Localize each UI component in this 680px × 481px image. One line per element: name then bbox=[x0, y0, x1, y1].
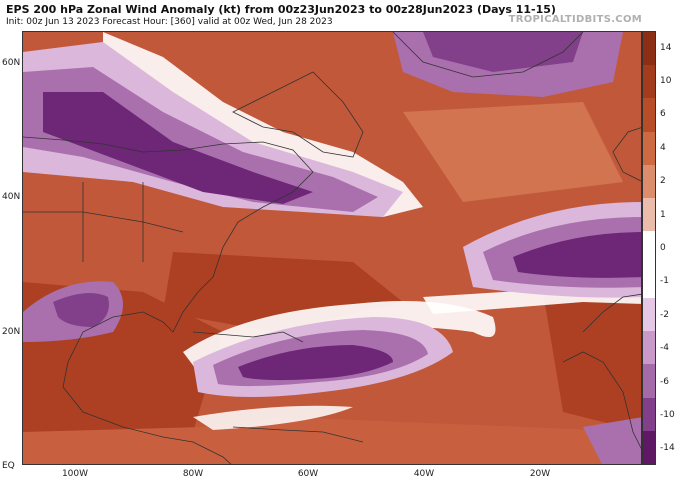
neutral-band-south bbox=[193, 405, 353, 430]
colorbar-label: -6 bbox=[660, 376, 669, 387]
neg-anomaly-carib-core bbox=[238, 345, 393, 381]
colorbar-segment bbox=[643, 364, 655, 398]
neg-anomaly-east-core bbox=[513, 232, 641, 278]
neg-anomaly-na-core bbox=[43, 92, 313, 204]
brand-watermark: TROPICALTIDBITS.COM bbox=[508, 14, 642, 25]
lon-label-80w: 80W bbox=[182, 469, 204, 479]
colorbar-label: 14 bbox=[660, 42, 672, 53]
colorbar-segment bbox=[643, 65, 655, 99]
lon-label-20w: 20W bbox=[529, 469, 551, 479]
colorbar-label: 4 bbox=[660, 142, 666, 153]
neg-anomaly-southeast bbox=[583, 417, 641, 464]
colorbar-label: 0 bbox=[660, 243, 666, 253]
pos-anomaly-south bbox=[23, 417, 641, 464]
colorbar-label: 6 bbox=[660, 109, 666, 120]
map-area bbox=[22, 31, 642, 465]
colorbar-label: -2 bbox=[660, 309, 669, 320]
colorbar-segment bbox=[643, 331, 655, 365]
colorbar-segment bbox=[643, 231, 655, 265]
colorbar-label: -4 bbox=[660, 343, 669, 354]
lat-label-40n: 40N bbox=[2, 192, 21, 202]
neutral-band-tropics bbox=[183, 300, 496, 372]
colorbar-label: 2 bbox=[660, 176, 666, 187]
colorbar bbox=[642, 31, 656, 465]
coastlines bbox=[23, 32, 641, 464]
lat-label-20n: 20N bbox=[2, 327, 21, 337]
colorbar-segment bbox=[643, 264, 655, 298]
colorbar-segment bbox=[643, 297, 655, 332]
colorbar-segment bbox=[643, 131, 655, 165]
neg-anomaly-gom-core bbox=[53, 293, 109, 327]
lon-label-60w: 60W bbox=[297, 469, 319, 479]
colorbar-label: -14 bbox=[660, 443, 675, 454]
pos-anomaly-north-atlantic bbox=[403, 102, 623, 202]
lat-label-eq: EQ bbox=[2, 461, 15, 471]
colorbar-label: -1 bbox=[660, 276, 669, 287]
lon-label-100w: 100W bbox=[61, 469, 89, 479]
colorbar-segment bbox=[643, 98, 655, 132]
lon-label-40w: 40W bbox=[413, 469, 435, 479]
colorbar-segment bbox=[643, 397, 655, 431]
colorbar-label: 10 bbox=[660, 76, 672, 87]
colorbar-label: -10 bbox=[660, 409, 675, 420]
anomaly-field bbox=[23, 32, 641, 464]
map-title: EPS 200 hPa Zonal Wind Anomaly (kt) from… bbox=[6, 3, 556, 16]
colorbar-segment bbox=[643, 164, 655, 199]
colorbar-label: 1 bbox=[660, 209, 666, 220]
colorbar-segment bbox=[643, 198, 655, 232]
colorbar-segment bbox=[643, 32, 655, 66]
lat-label-60n: 60N bbox=[2, 58, 21, 68]
map-subtitle: Init: 00z Jun 13 2023 Forecast Hour: [36… bbox=[6, 17, 333, 27]
colorbar-segment bbox=[643, 430, 655, 465]
